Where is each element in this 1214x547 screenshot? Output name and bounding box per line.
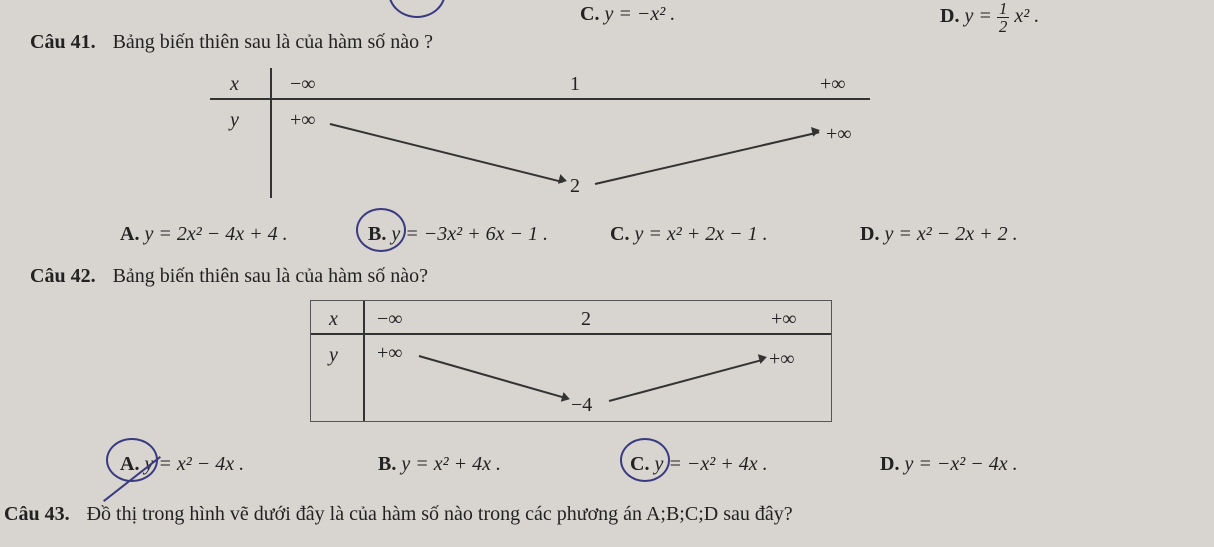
q41-tbl-posinf-right: +∞	[826, 120, 852, 148]
q42-tbl-neginf: −∞	[377, 305, 403, 333]
q42-tbl-posinf-left: +∞	[377, 339, 403, 367]
q42-ansC: C. y = −x² + 4x .	[630, 450, 768, 478]
q42-tbl-x: x	[329, 305, 338, 333]
q41-ansA: A. y = 2x² − 4x + 4 .	[120, 220, 288, 248]
q42-ansD: D. y = −x² − 4x .	[880, 450, 1018, 478]
q41-tbl-neginf: −∞	[290, 70, 316, 98]
q42-variation-table: x −∞ 2 +∞ y +∞ +∞ −4	[310, 300, 832, 422]
prev-ansD-lhs: y =	[964, 5, 991, 27]
q42-tbl-y: y	[329, 341, 338, 369]
q42-tbl-posinf-right: +∞	[769, 345, 795, 373]
q42-tbl-posinf-top: +∞	[771, 305, 797, 333]
prev-circle	[388, 0, 446, 18]
q43-text: Đồ thị trong hình vẽ dưới đây là của hàm…	[87, 503, 793, 525]
q41-tbl-x: x	[230, 70, 239, 98]
q42-tbl-two: 2	[581, 305, 591, 333]
q42-ansB: B. y = x² + 4x .	[378, 450, 501, 478]
q41-ansB: B. y = −3x² + 6x − 1 .	[368, 220, 548, 248]
q43-label: Câu 43.	[4, 503, 70, 525]
q41-label: Câu 41.	[30, 31, 96, 53]
q41-tbl-vertex: 2	[570, 172, 580, 200]
prev-ansC-label: C.	[580, 3, 599, 25]
q41-tbl-y: y	[230, 106, 239, 134]
prev-ansD-label: D.	[940, 5, 959, 27]
q41-text: Bảng biến thiên sau là của hàm số nào ?	[113, 31, 433, 53]
q41-tbl-posinf-left: +∞	[290, 106, 316, 134]
q41-tbl-posinf-top: +∞	[820, 70, 846, 98]
prev-ansD-rhs: x² .	[1014, 5, 1039, 27]
q41-tbl-one: 1	[570, 70, 580, 98]
prev-ansC-expr: y = −x² .	[604, 3, 675, 25]
q42-label: Câu 42.	[30, 265, 96, 287]
q42-text: Bảng biến thiên sau là của hàm số nào?	[113, 265, 428, 287]
q41-ansD: D. y = x² − 2x + 2 .	[860, 220, 1018, 248]
q41-ansC: C. y = x² + 2x − 1 .	[610, 220, 768, 248]
q42-tbl-vertex: −4	[571, 391, 592, 419]
q41-variation-table: x −∞ 1 +∞ y +∞ +∞ 2	[210, 68, 870, 198]
